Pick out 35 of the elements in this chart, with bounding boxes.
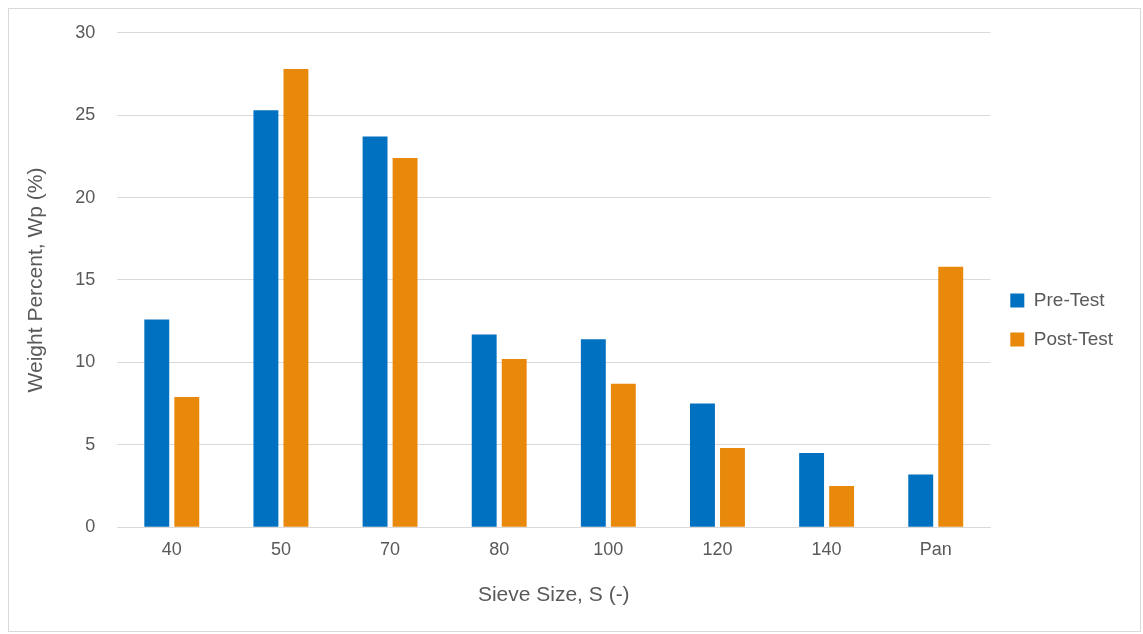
y-tick-label: 30 xyxy=(75,21,96,42)
bar xyxy=(610,383,636,527)
y-tick-label: 15 xyxy=(75,268,96,289)
y-tick-label: 0 xyxy=(85,516,96,537)
x-tick-label: 80 xyxy=(489,538,510,559)
bar xyxy=(799,453,825,527)
legend-label: Post-Test xyxy=(1033,327,1114,349)
x-tick-label: 140 xyxy=(811,538,842,559)
y-tick-label: 20 xyxy=(75,186,96,207)
y-tick-label: 25 xyxy=(75,104,96,125)
x-axis-title: Sieve Size, S (-) xyxy=(477,582,630,606)
y-tick-label: 10 xyxy=(75,351,96,372)
bar xyxy=(253,110,279,527)
legend-label: Pre-Test xyxy=(1033,288,1106,310)
x-tick-label: 120 xyxy=(702,538,733,559)
y-axis-title: Weight Percent, Wp (%) xyxy=(23,167,47,393)
bar xyxy=(908,474,934,527)
bar xyxy=(501,359,527,527)
x-tick-label: 100 xyxy=(593,538,624,559)
bar xyxy=(938,266,964,527)
bar xyxy=(690,403,715,527)
bar xyxy=(471,334,497,527)
bar xyxy=(362,136,388,527)
x-tick-label: 70 xyxy=(380,538,401,559)
x-tick-label: 50 xyxy=(270,538,291,559)
bar xyxy=(174,397,200,527)
bar xyxy=(144,319,170,527)
bar xyxy=(829,486,855,527)
bar xyxy=(392,158,418,527)
y-tick-label: 5 xyxy=(85,433,96,454)
bar xyxy=(720,448,745,527)
x-tick-label: Pan xyxy=(919,538,952,559)
bar xyxy=(283,69,309,527)
x-tick-label: 40 xyxy=(161,538,182,559)
bar xyxy=(580,339,606,527)
